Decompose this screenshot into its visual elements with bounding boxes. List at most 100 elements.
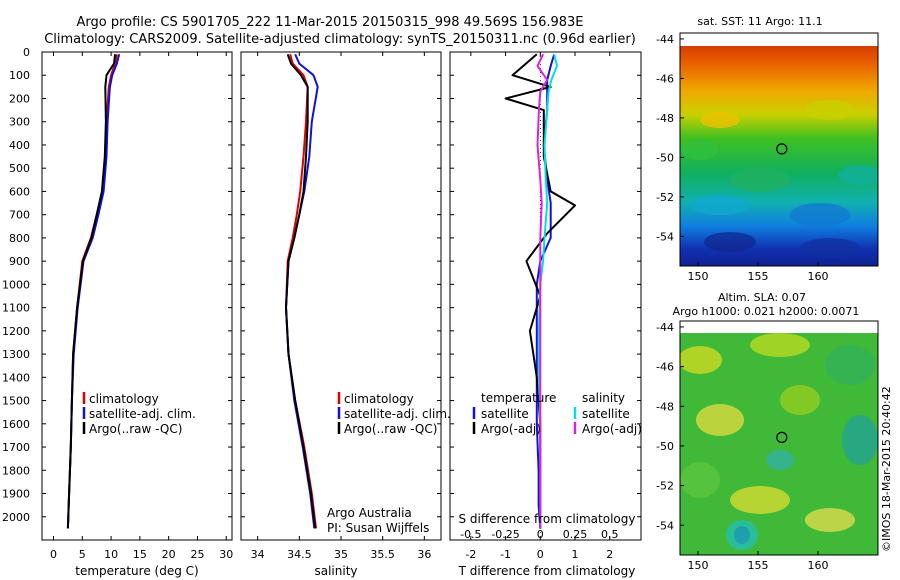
depth-tick-label: 100 xyxy=(9,69,30,82)
legend-label-satellite: satellite-adj. clim. xyxy=(344,407,451,421)
x-tick-label: 35 xyxy=(334,548,348,561)
x-tick-label: 20 xyxy=(162,548,176,561)
sst-texture xyxy=(682,100,878,258)
map-x-tick-label: 150 xyxy=(688,559,709,572)
x-tick-label: 2 xyxy=(606,548,613,561)
sla-patch xyxy=(805,508,855,532)
depth-tick-label: 1700 xyxy=(2,441,30,454)
x-tick-label: -1 xyxy=(500,548,511,561)
legend-label-argo: Argo(..raw -QC) xyxy=(89,422,182,436)
s-difference-axis-label: S difference from climatology xyxy=(459,512,636,526)
sla-patch xyxy=(730,486,790,514)
x-tick-label: -2 xyxy=(465,548,476,561)
imos-stamp: ©IMOS 18-Mar-2015 20:40:42 xyxy=(880,386,893,552)
sst-map-title: sat. SST: 11 Argo: 11.1 xyxy=(697,15,822,28)
sla-patch xyxy=(750,333,810,357)
x-tick-label: 10 xyxy=(104,548,118,561)
map-y-tick-label: -44 xyxy=(656,321,674,334)
x-tick-label: 1 xyxy=(572,548,579,561)
map-y-tick-label: -50 xyxy=(656,440,674,453)
argo-australia-note: Argo Australia xyxy=(327,506,412,520)
legend-label-argo: Argo(..raw -QC) xyxy=(344,422,437,436)
legend-label-climatology: climatology xyxy=(89,392,159,406)
series-line-argo-raw-qc- xyxy=(285,53,317,529)
sst-patch xyxy=(800,238,860,258)
sla-map-title-line2: Argo h1000: 0.021 h2000: 0.0071 xyxy=(673,305,860,318)
s-tick-label: 0 xyxy=(537,528,544,541)
depth-tick-label: 300 xyxy=(9,116,30,129)
sst-patch xyxy=(805,100,855,120)
depth-tick-label: 900 xyxy=(9,255,30,268)
s-tick-label: 0.5 xyxy=(601,528,619,541)
pi-note: PI: Susan Wijffels xyxy=(327,521,429,535)
sla-patch xyxy=(842,415,878,465)
sla-patch xyxy=(680,346,722,374)
sst-patch xyxy=(838,165,878,185)
temperature-legend: climatology satellite-adj. clim. Argo(..… xyxy=(82,392,196,436)
depth-tick-label: 1600 xyxy=(2,418,30,431)
sla-patch xyxy=(696,404,744,436)
legend-label-argo-s: Argo(-adj) xyxy=(582,422,642,436)
sla-map-axes: 150 155 160 -44 -46 -48 -50 -52 -54 xyxy=(656,321,828,572)
map-y-tick-label: -46 xyxy=(656,72,674,85)
difference-series xyxy=(504,53,576,529)
depth-axis: 0 100 200 300 400 500 600 700 800 900 1000 1100 1200… xyxy=(2,46,30,524)
depth-tick-label: 600 xyxy=(9,185,30,198)
depth-tick-label: 1900 xyxy=(2,488,30,501)
map-x-tick-label: 160 xyxy=(808,270,829,283)
x-tick-label: 34 xyxy=(251,548,265,561)
legend-label-climatology: climatology xyxy=(344,392,414,406)
figure-title-line1: Argo profile: CS 5901705_222 11-Mar-2015… xyxy=(76,15,583,30)
map-x-tick-label: 150 xyxy=(688,270,709,283)
difference-legend: temperature salinity satellite Argo(-adj… xyxy=(472,391,642,436)
sla-patch xyxy=(680,462,720,498)
temperature-series xyxy=(66,54,121,529)
map-y-tick-label: -52 xyxy=(656,480,674,493)
sst-map-axes: 150 155 160 -44 -46 -48 -50 -52 -54 xyxy=(656,33,828,283)
depth-tick-label: 2000 xyxy=(2,511,30,524)
sla-patch xyxy=(766,450,794,470)
s-tick-label: 0.25 xyxy=(563,528,588,541)
map-y-tick-label: -48 xyxy=(656,112,674,125)
depth-tick-label: 0 xyxy=(23,46,30,59)
sst-patch xyxy=(700,112,740,128)
depth-tick-label: 200 xyxy=(9,92,30,105)
sst-patch xyxy=(682,140,718,160)
sst-patch xyxy=(690,195,750,215)
x-tick-label: 34.5 xyxy=(287,548,312,561)
salinity-legend: climatology satellite-adj. clim. Argo(..… xyxy=(337,392,451,436)
x-tick-label: 0 xyxy=(537,548,544,561)
s-tick-label: -0.25 xyxy=(491,528,519,541)
series-line-argo-adj- xyxy=(536,53,549,529)
x-tick-label: 35.5 xyxy=(370,548,395,561)
x-tick-label: 0 xyxy=(50,548,57,561)
sst-patch xyxy=(704,232,756,252)
salinity-axis-label: salinity xyxy=(314,564,357,578)
legend-label-argo-t: Argo(-adj) xyxy=(481,422,541,436)
legend-label-satellite-t: satellite xyxy=(481,407,529,421)
sla-patch xyxy=(825,345,875,385)
map-y-tick-label: -54 xyxy=(656,230,674,243)
temperature-axis-label: temperature (deg C) xyxy=(75,564,198,578)
x-tick-label: 15 xyxy=(133,548,147,561)
x-tick-label: 36 xyxy=(417,548,431,561)
s-tick-label: -0.5 xyxy=(460,528,481,541)
map-y-tick-label: -44 xyxy=(656,33,674,46)
figure-title-line2: Climatology: CARS2009. Satellite-adjuste… xyxy=(44,32,636,47)
t-difference-axis-label: T difference from climatology xyxy=(458,564,636,578)
argo-position-marker xyxy=(776,143,788,155)
map-y-tick-label: -50 xyxy=(656,151,674,164)
sla-map-frame xyxy=(679,320,879,556)
map-y-tick-label: -48 xyxy=(656,400,674,413)
sla-texture xyxy=(680,333,878,550)
difference-ticks: -2 -1 0 1 2 -0.5 -0.25 0 0.25 0.5 xyxy=(450,51,641,561)
argo-position-marker xyxy=(776,431,788,443)
series-line-argo-raw-qc- xyxy=(66,54,117,529)
depth-tick-label: 1300 xyxy=(2,348,30,361)
salinity-series xyxy=(285,53,319,529)
sst-patch xyxy=(730,168,790,192)
salinity-panel xyxy=(240,51,442,541)
depth-tick-label: 400 xyxy=(9,139,30,152)
x-tick-label: 30 xyxy=(219,548,233,561)
